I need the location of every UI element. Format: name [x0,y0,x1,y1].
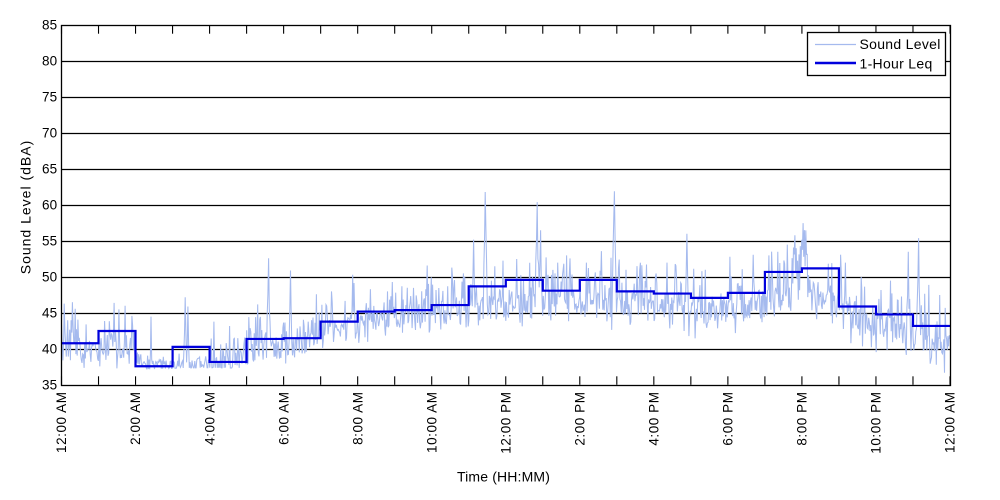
svg-text:4:00 PM: 4:00 PM [647,392,662,446]
svg-text:10:00 AM: 10:00 AM [424,392,439,453]
svg-text:75: 75 [42,90,57,105]
svg-text:Sound Level (dBA): Sound Level (dBA) [18,140,34,275]
svg-text:45: 45 [42,306,57,321]
svg-text:2:00 AM: 2:00 AM [128,392,143,445]
svg-text:40: 40 [42,342,57,357]
svg-text:12:00 AM: 12:00 AM [943,392,958,453]
svg-text:1-Hour Leq: 1-Hour Leq [860,55,933,71]
svg-text:10:00 PM: 10:00 PM [869,392,884,454]
svg-text:35: 35 [42,378,57,393]
svg-text:8:00 AM: 8:00 AM [350,392,365,445]
svg-text:65: 65 [42,162,57,177]
svg-text:6:00 PM: 6:00 PM [721,392,736,446]
svg-text:Sound Level: Sound Level [860,36,941,52]
svg-text:70: 70 [42,126,57,141]
svg-text:6:00 AM: 6:00 AM [276,392,291,445]
svg-text:55: 55 [42,234,57,249]
svg-text:4:00 AM: 4:00 AM [202,392,217,445]
svg-text:12:00 AM: 12:00 AM [54,392,69,453]
svg-text:50: 50 [42,270,57,285]
svg-text:12:00 PM: 12:00 PM [498,392,513,454]
svg-text:60: 60 [42,198,57,213]
svg-text:Time (HH:MM): Time (HH:MM) [457,469,550,485]
svg-text:2:00 PM: 2:00 PM [572,392,587,446]
svg-text:85: 85 [42,18,57,33]
svg-text:8:00 PM: 8:00 PM [795,392,810,446]
svg-text:80: 80 [42,54,57,69]
